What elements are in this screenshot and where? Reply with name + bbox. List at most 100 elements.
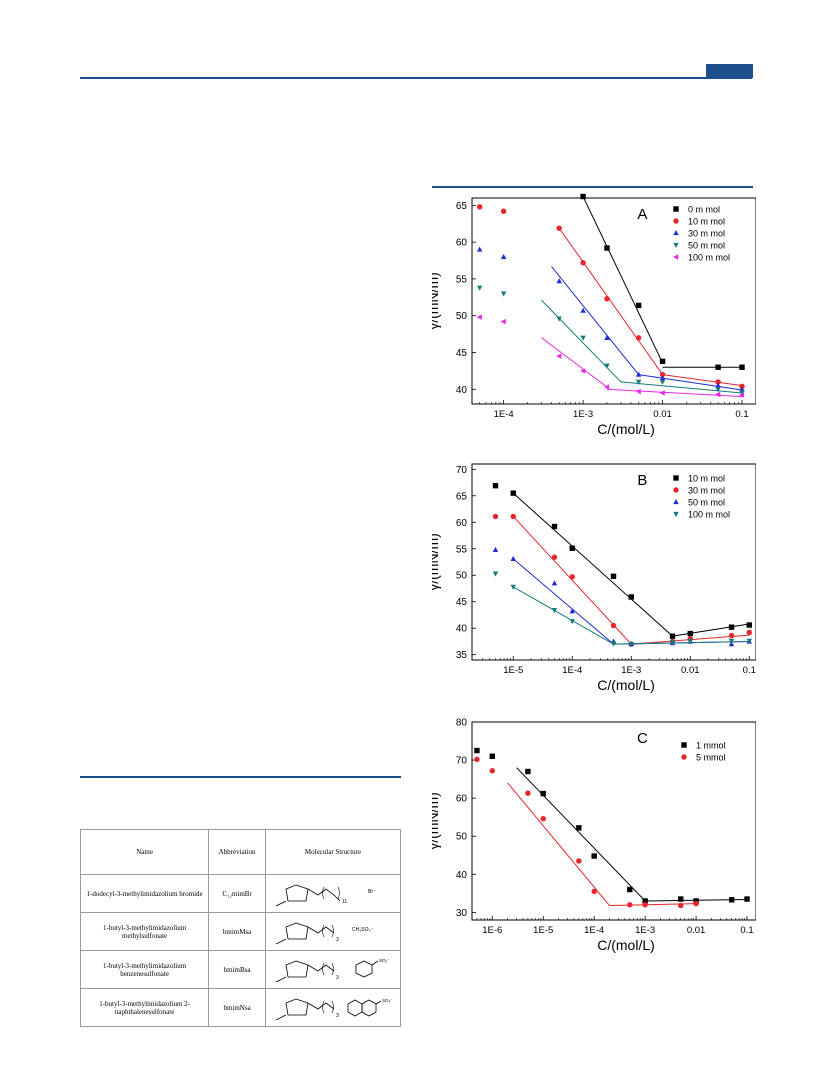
data-point	[610, 622, 617, 629]
data-point	[659, 375, 666, 381]
legend-entry: 50 m mol	[688, 241, 725, 251]
fit-line	[551, 266, 640, 375]
data-point	[591, 888, 597, 895]
data-point	[627, 886, 633, 893]
fit-line	[507, 782, 610, 906]
series-group	[492, 513, 752, 647]
anion-label: SO₃⁻	[382, 998, 393, 1003]
fit-line	[558, 227, 663, 375]
chart-panel-c: 30 40 50 60 70 80 1E-6 1E-5 1E-4 1E-3 0.01 0.1 γ/(mN…	[432, 718, 756, 953]
data-point	[635, 371, 642, 377]
data-point	[551, 523, 558, 530]
data-point	[580, 335, 586, 341]
plot-frame	[471, 721, 756, 921]
plot-frame	[471, 463, 756, 661]
y-tick-label: 45	[456, 597, 468, 608]
data-point	[659, 371, 666, 378]
legend-entry: 50 m mol	[688, 498, 725, 508]
data-point	[489, 753, 495, 759]
data-point	[540, 816, 546, 822]
data-point	[746, 622, 752, 628]
y-tick-label: 30	[456, 908, 468, 919]
data-point	[492, 513, 499, 520]
x-tick-label: 1E-5	[503, 665, 523, 676]
x-tick-label: 1E-4	[562, 665, 582, 676]
x-axis-title: C/(mol/L)	[597, 421, 655, 437]
cell-abbreviation: C₁₂mimBr	[208, 874, 266, 913]
panel-label: B	[637, 472, 647, 489]
imidazolium-structure-icon: 11 Br⁻	[275, 884, 376, 906]
data-point	[556, 353, 562, 359]
x-tick-label: 0.1	[735, 409, 748, 420]
anion-label: SO₃⁻	[379, 958, 390, 963]
header-rule	[80, 77, 752, 79]
naphthalene-ring-icon	[347, 999, 377, 1016]
legend-marker	[673, 475, 679, 481]
cell-structure: 3 SO₃⁻	[265, 988, 401, 1027]
data-point	[492, 571, 499, 577]
x-tick-label: 1E-5	[533, 925, 553, 936]
data-point	[500, 253, 507, 260]
fit-line	[638, 374, 743, 391]
y-tick-label: 50	[456, 571, 468, 582]
y-tick-label: 70	[456, 465, 468, 476]
chain-subscript: 3	[336, 937, 339, 943]
data-point	[739, 364, 745, 370]
data-point	[489, 768, 495, 774]
legend-marker	[673, 218, 679, 224]
legend-entry: 30 m mol	[688, 486, 725, 496]
y-axis-title: γ/(mN/m)	[432, 792, 441, 850]
data-point	[728, 897, 735, 903]
y-tick-label: 40	[456, 624, 468, 635]
y-tick-label: 50	[456, 832, 468, 843]
table-row: 1-dodecyl-3-methylimidazolium bromide C₁…	[79, 874, 401, 913]
data-point	[610, 641, 617, 647]
data-point	[728, 632, 735, 639]
data-point	[659, 390, 665, 396]
series-group	[476, 314, 745, 398]
table-header-row: Name Abbreviation Molecular Structure	[79, 829, 401, 875]
data-point	[604, 384, 610, 390]
legend-marker	[673, 511, 679, 517]
data-point	[474, 747, 480, 754]
data-point	[492, 483, 499, 489]
fit-line	[672, 623, 750, 637]
data-point	[476, 314, 482, 320]
data-point	[580, 193, 586, 200]
y-tick-label: 55	[456, 544, 468, 555]
data-point	[739, 392, 745, 398]
y-tick-label: 40	[456, 385, 468, 396]
y-axis-title: γ/(mN/m)	[432, 533, 441, 591]
series-group	[474, 756, 699, 909]
legend-marker	[673, 254, 679, 260]
cell-structure: 3 SO₃⁻	[265, 950, 401, 989]
data-point	[635, 379, 642, 385]
data-point	[510, 490, 516, 496]
panel-label: A	[637, 206, 647, 223]
fit-line	[541, 299, 622, 383]
chart-panel-b: 35 40 45 50 55 60 65 70 1E-5 1E-4 1E-3 0.01 0.1 γ/(mN…	[432, 463, 756, 693]
data-point	[510, 513, 516, 520]
data-point	[746, 638, 752, 644]
data-point	[715, 379, 721, 385]
y-axis-title: γ/(mN/m)	[432, 272, 441, 330]
data-point	[500, 318, 506, 325]
x-axis-title: C/(mol/L)	[597, 677, 655, 693]
x-tick-label: 1E-6	[482, 925, 502, 936]
data-point	[642, 902, 648, 908]
legend-entry: 100 m mol	[688, 253, 730, 263]
data-point	[474, 756, 480, 763]
data-point	[728, 638, 735, 644]
cell-structure: 3 CH₃SO₃⁻	[265, 912, 401, 951]
data-point	[510, 555, 516, 561]
data-point	[525, 790, 531, 796]
table-caption-rule	[80, 776, 401, 778]
data-point	[628, 641, 634, 648]
x-axis-title: C/(mol/L)	[597, 937, 655, 953]
data-point	[635, 335, 642, 341]
data-point	[604, 245, 610, 251]
data-point	[744, 896, 750, 902]
cell-name: 1-butyl-3-methylimidazolium benzenesulfo…	[79, 950, 210, 989]
legend-marker	[681, 754, 687, 760]
data-point	[492, 546, 499, 552]
